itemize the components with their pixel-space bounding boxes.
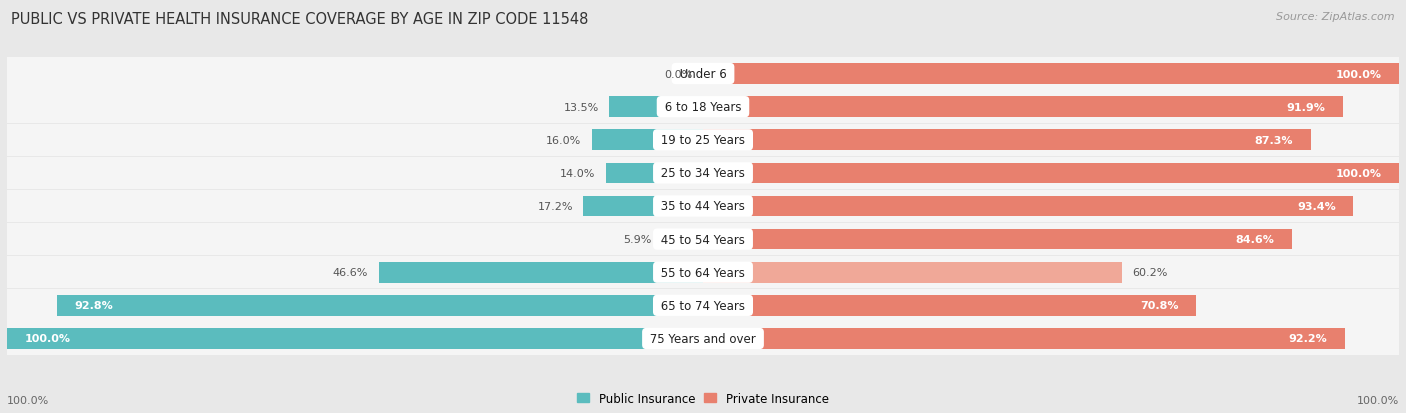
Bar: [7, 328, 703, 349]
Text: 45 to 54 Years: 45 to 54 Years: [657, 233, 749, 246]
Text: 92.8%: 92.8%: [75, 301, 114, 311]
Legend: Public Insurance, Private Insurance: Public Insurance, Private Insurance: [578, 392, 828, 405]
Text: 13.5%: 13.5%: [564, 102, 599, 112]
Bar: [703, 130, 1310, 151]
Text: 35 to 44 Years: 35 to 44 Years: [657, 200, 749, 213]
Bar: [609, 97, 703, 118]
Text: 25 to 34 Years: 25 to 34 Years: [657, 167, 749, 180]
Text: 0.0%: 0.0%: [664, 69, 693, 79]
Text: 84.6%: 84.6%: [1236, 235, 1274, 244]
Bar: [7, 190, 1399, 223]
Text: 75 Years and over: 75 Years and over: [647, 332, 759, 345]
Text: 70.8%: 70.8%: [1140, 301, 1178, 311]
Bar: [7, 223, 1399, 256]
Bar: [606, 163, 703, 184]
Text: Source: ZipAtlas.com: Source: ZipAtlas.com: [1277, 12, 1395, 22]
Text: 100.0%: 100.0%: [24, 334, 70, 344]
Bar: [378, 262, 703, 283]
Bar: [703, 163, 1399, 184]
Text: 100.0%: 100.0%: [1357, 395, 1399, 405]
Text: 93.4%: 93.4%: [1296, 202, 1336, 211]
Bar: [703, 196, 1353, 217]
Bar: [703, 64, 1399, 85]
Text: 6 to 18 Years: 6 to 18 Years: [661, 101, 745, 114]
Text: 91.9%: 91.9%: [1286, 102, 1326, 112]
Bar: [58, 295, 703, 316]
Text: 46.6%: 46.6%: [333, 268, 368, 278]
Text: 100.0%: 100.0%: [1336, 69, 1382, 79]
Bar: [7, 124, 1399, 157]
Text: 100.0%: 100.0%: [1336, 169, 1382, 178]
Text: 55 to 64 Years: 55 to 64 Years: [657, 266, 749, 279]
Bar: [703, 295, 1195, 316]
Bar: [703, 97, 1343, 118]
Bar: [583, 196, 703, 217]
Text: PUBLIC VS PRIVATE HEALTH INSURANCE COVERAGE BY AGE IN ZIP CODE 11548: PUBLIC VS PRIVATE HEALTH INSURANCE COVER…: [11, 12, 589, 27]
Text: 16.0%: 16.0%: [546, 135, 581, 145]
Bar: [7, 323, 1399, 355]
Bar: [7, 256, 1399, 289]
Bar: [592, 130, 703, 151]
Text: 17.2%: 17.2%: [537, 202, 572, 211]
Text: Under 6: Under 6: [676, 68, 730, 81]
Bar: [703, 229, 1292, 250]
Text: 87.3%: 87.3%: [1254, 135, 1294, 145]
Text: 65 to 74 Years: 65 to 74 Years: [657, 299, 749, 312]
Text: 60.2%: 60.2%: [1132, 268, 1168, 278]
Bar: [7, 290, 1399, 322]
Bar: [662, 229, 703, 250]
Bar: [703, 328, 1344, 349]
Bar: [7, 58, 1399, 90]
Text: 92.2%: 92.2%: [1288, 334, 1327, 344]
Text: 19 to 25 Years: 19 to 25 Years: [657, 134, 749, 147]
Text: 5.9%: 5.9%: [623, 235, 651, 244]
Bar: [703, 262, 1122, 283]
Bar: [7, 157, 1399, 190]
Bar: [7, 91, 1399, 123]
Text: 100.0%: 100.0%: [7, 395, 49, 405]
Text: 14.0%: 14.0%: [560, 169, 595, 178]
